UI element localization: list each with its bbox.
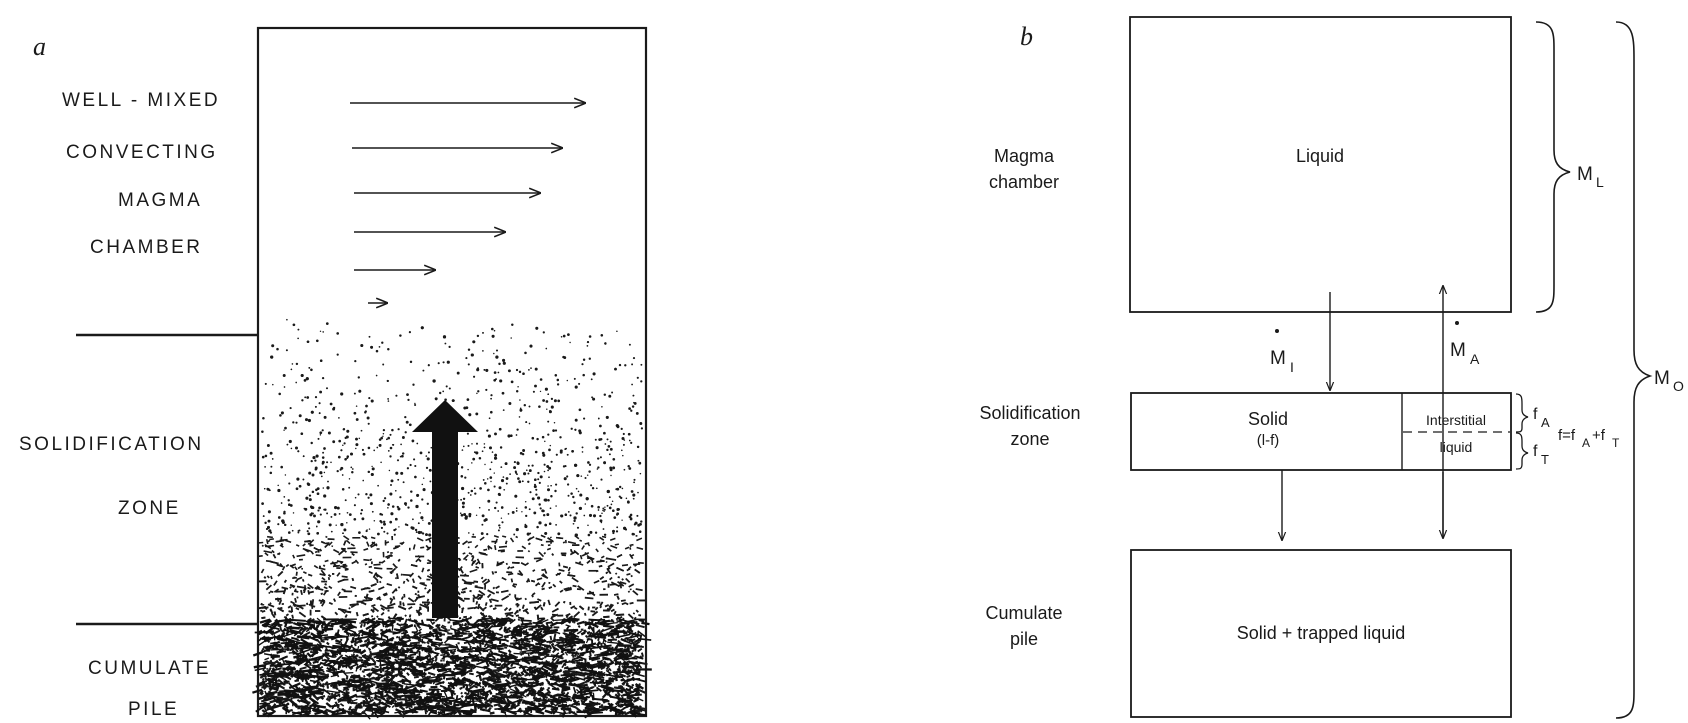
label-chamber: CHAMBER <box>90 237 203 258</box>
solidification-front-arrow <box>412 400 478 618</box>
label-solidification-zone-2: zone <box>1010 429 1049 449</box>
label-well-mixed: WELL - MIXED <box>62 90 220 111</box>
dot-accent <box>1455 321 1459 325</box>
label-magma: MAGMA <box>118 190 202 211</box>
interstitial-label-1: Interstitial <box>1426 412 1486 428</box>
liquid-box <box>1129 16 1512 313</box>
panel-b: b Magma chamber Solidification zone Cumu… <box>979 16 1684 719</box>
label-cumulate: CUMULATE <box>88 658 211 679</box>
brace-ft <box>1515 432 1529 470</box>
panel-b-letter: b <box>1020 22 1033 51</box>
label-f-equation: f=f A +f T <box>1558 427 1620 450</box>
brace-mo <box>1615 21 1653 719</box>
label-convecting: CONVECTING <box>66 142 218 163</box>
solid-label: Solid <box>1248 409 1288 429</box>
cumulate-label: Solid + trapped liquid <box>1237 623 1406 643</box>
brace-ml <box>1535 21 1571 313</box>
chamber-outline <box>256 26 648 718</box>
flux-label-m-a: M A <box>1450 321 1480 367</box>
solidification-stipple <box>252 318 652 720</box>
brace-fa <box>1515 393 1529 433</box>
flux-label-m-i: M I <box>1270 329 1294 375</box>
convection-arrows <box>350 103 585 303</box>
panel-a: a WELL - MIXED CONVECTING MAGMA CHAMBER … <box>19 26 652 720</box>
label-solidification-zone-1: Solidification <box>979 403 1080 423</box>
label-mo: M O <box>1654 368 1684 394</box>
label-pile: PILE <box>128 699 179 720</box>
label-ml: M L <box>1577 164 1604 190</box>
label-magma-chamber-1: Magma <box>994 146 1055 166</box>
interstitial-label-2: liquid <box>1440 439 1473 455</box>
label-solidification: SOLIDIFICATION <box>19 434 204 455</box>
label-fa: f A <box>1533 406 1550 430</box>
label-magma-chamber-2: chamber <box>989 172 1059 192</box>
dot-accent <box>1275 329 1279 333</box>
liquid-label: Liquid <box>1296 146 1344 166</box>
cumulate-box <box>1130 549 1512 718</box>
label-ft: f T <box>1533 443 1549 467</box>
panel-a-letter: a <box>33 32 46 61</box>
label-zone: ZONE <box>118 498 181 519</box>
label-cumulate-pile-1: Cumulate <box>985 603 1062 623</box>
solidification-zone-box <box>1130 392 1512 471</box>
label-cumulate-pile-2: pile <box>1010 629 1038 649</box>
solid-fraction-label: (l-f) <box>1257 432 1280 449</box>
